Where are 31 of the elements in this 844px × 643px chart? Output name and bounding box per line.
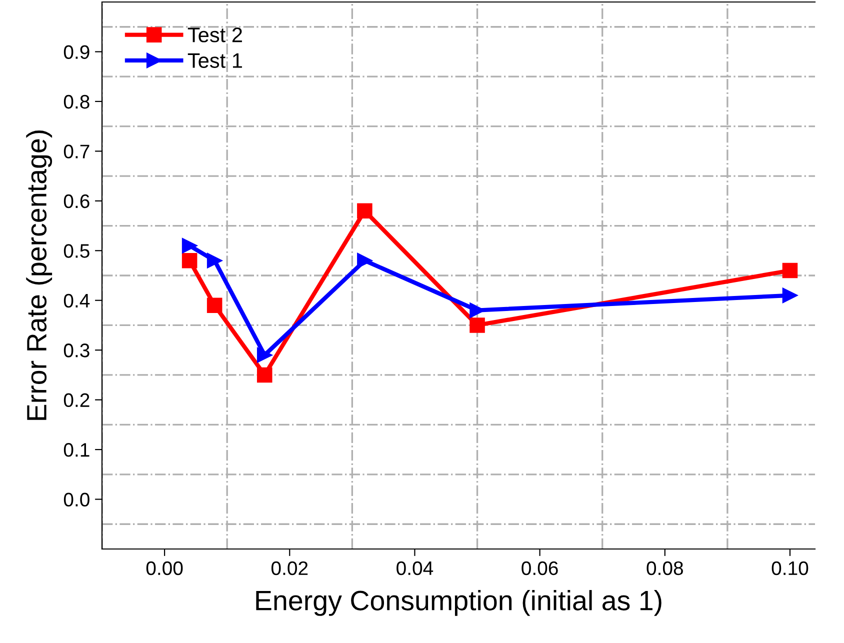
y-axis-title: Error Rate (percentage) [26, 130, 52, 420]
point [256, 367, 272, 383]
y-tick-label: 0.3 [64, 344, 90, 358]
x-tick-label: 0.04 [396, 561, 434, 576]
x-tick-label: 0.06 [522, 561, 558, 576]
point [782, 288, 798, 304]
legend-label: Test 1 [188, 53, 242, 68]
y-tick-label: 0.0 [64, 492, 90, 507]
x-axis-title: Energy Consumption (initial as 1) [256, 590, 662, 616]
y-tick-label: 0.6 [64, 194, 90, 208]
point [256, 347, 272, 363]
y-tick-label: 0.5 [64, 244, 90, 258]
x-tick-label: 0.00 [146, 561, 183, 576]
y-tick-label: 0.8 [64, 94, 90, 109]
x-tick-label: 0.08 [646, 561, 683, 576]
y-tick-label: 0.4 [64, 294, 90, 308]
legend-label: Test 2 [188, 28, 242, 42]
y-tick-label: 0.7 [64, 144, 90, 158]
point [782, 262, 798, 278]
x-tick-label: 0.02 [271, 561, 308, 576]
x-tick-label: 0.10 [772, 561, 808, 576]
point [357, 203, 372, 218]
point [206, 252, 222, 268]
point [182, 238, 198, 254]
point [357, 252, 372, 268]
y-tick-label: 0.1 [64, 443, 90, 457]
point [206, 298, 222, 313]
point [470, 318, 485, 333]
point [182, 252, 198, 268]
y-tick-label: 0.9 [64, 45, 90, 59]
y-tick-label: 0.2 [64, 393, 90, 408]
